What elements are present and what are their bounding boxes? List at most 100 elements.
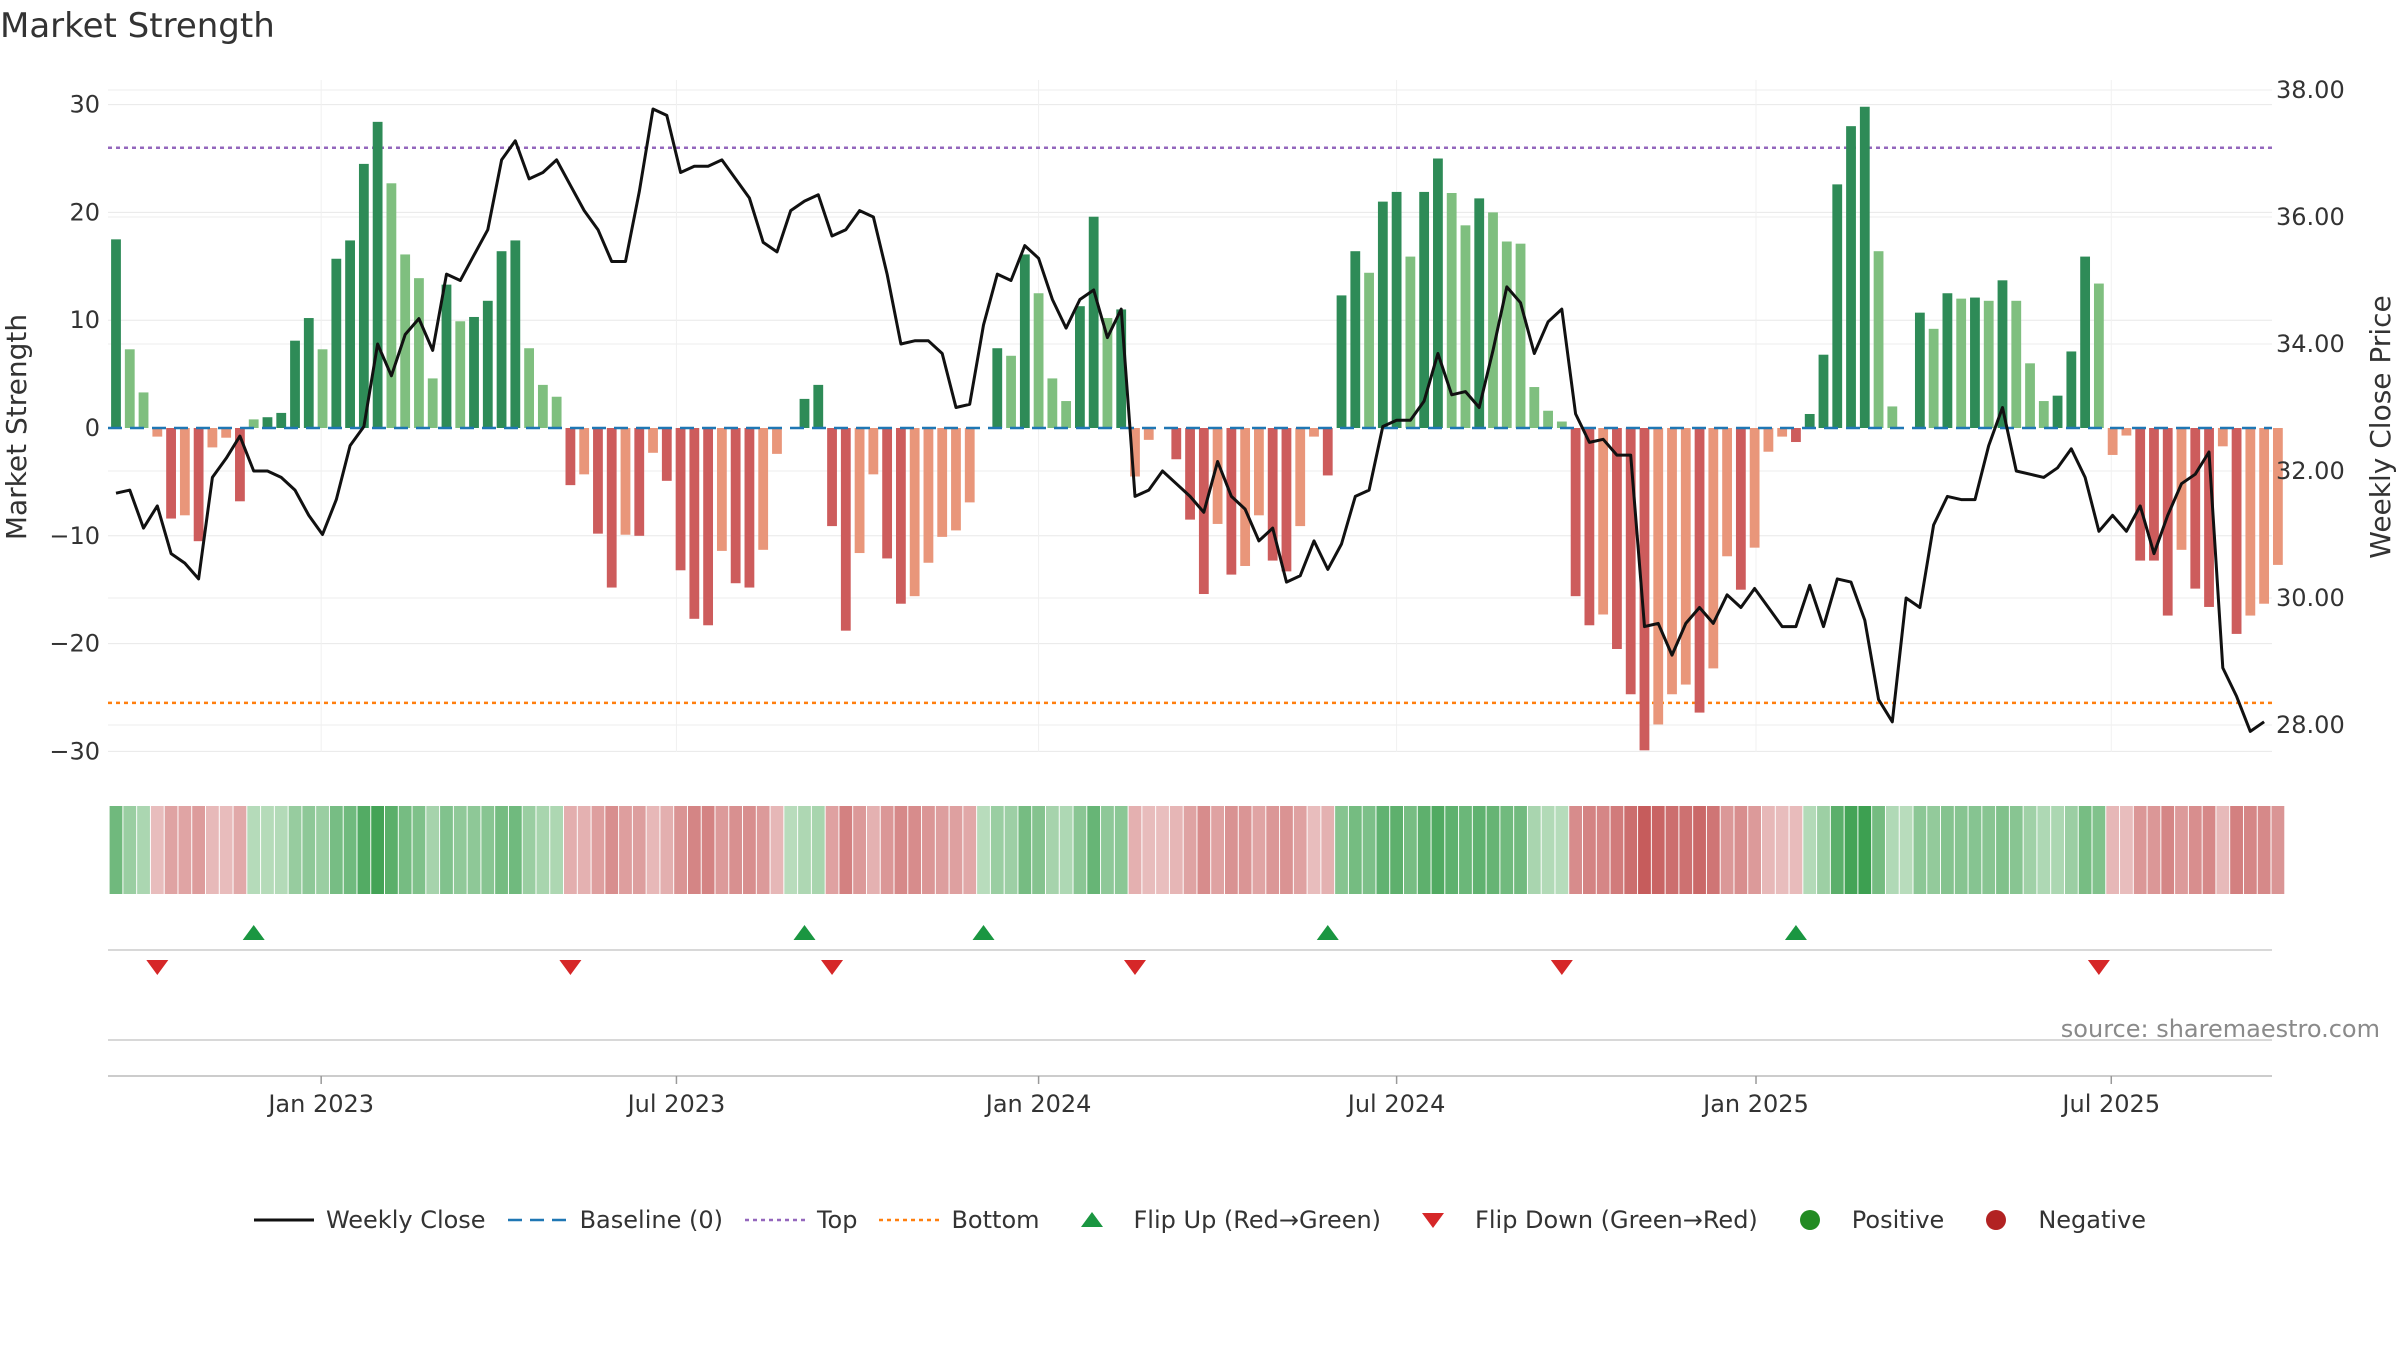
heat-cell	[1968, 806, 1982, 894]
strength-bar	[152, 428, 163, 437]
legend-label: Top	[816, 1206, 858, 1234]
heat-cell	[564, 806, 577, 894]
strength-bar	[414, 278, 424, 428]
legend-item-top[interactable]: Top	[744, 1206, 858, 1234]
strength-bar	[2011, 300, 2022, 428]
heat-cell	[109, 806, 123, 894]
strength-bar	[1804, 413, 1815, 428]
heat-cell	[646, 806, 660, 894]
strength-bar	[1556, 421, 1567, 428]
strength-bar	[799, 398, 810, 428]
strength-bar	[1364, 272, 1374, 428]
legend-item-baseline[interactable]: Baseline (0)	[507, 1206, 723, 1234]
legend-label: Bottom	[951, 1206, 1040, 1234]
strength-bar	[207, 428, 218, 448]
legend-item-bottom[interactable]: Bottom	[879, 1206, 1040, 1234]
strength-bar	[1708, 428, 1719, 669]
x-tick-label: Jan 2023	[266, 1090, 374, 1118]
heat-cell	[2175, 806, 2188, 894]
strength-bar	[1694, 428, 1705, 713]
strength-bar	[1240, 428, 1251, 566]
heat-cell	[2051, 806, 2064, 894]
heat-cell	[1803, 806, 1817, 894]
heat-cell	[274, 806, 288, 894]
y-axis-left-title: Market Strength	[0, 314, 33, 540]
heat-cell	[1817, 806, 1830, 894]
heat-cell	[329, 806, 343, 894]
heat-cell	[1459, 806, 1472, 894]
heat-cell	[1376, 806, 1390, 894]
heat-cell	[1004, 806, 1018, 894]
x-tick-label: Jul 2023	[626, 1090, 726, 1118]
flip-up-marker	[793, 925, 816, 940]
heat-cell	[1541, 806, 1555, 894]
strength-bar	[2052, 395, 2063, 428]
strength-bar	[496, 251, 507, 428]
x-axis: Jan 2023 Jul 2023 Jan 2024 Jul 2024 Jan 2025…	[108, 1075, 2272, 1118]
strength-bar	[1722, 428, 1732, 557]
heat-cell	[302, 806, 316, 894]
heat-cell	[687, 806, 701, 894]
strength-bar	[1818, 354, 1829, 428]
heat-cell	[192, 806, 206, 894]
heat-cell	[2092, 806, 2106, 894]
y-tick-left: −30	[49, 737, 100, 765]
strength-bar	[551, 396, 562, 428]
heat-cell	[1596, 806, 1610, 894]
strength-bar	[744, 428, 755, 588]
dotted-line-icon	[879, 1208, 940, 1232]
strength-bar	[2204, 428, 2214, 607]
x-tick-label: Jul 2024	[1346, 1090, 1446, 1118]
strength-bar	[565, 428, 576, 486]
heat-cell	[2064, 806, 2078, 894]
heat-cell	[1665, 806, 1679, 894]
heat-cell	[2023, 806, 2037, 894]
heat-cell	[1899, 806, 1913, 894]
heat-cell	[467, 806, 481, 894]
heat-cell	[1872, 806, 1885, 894]
heat-cell	[1087, 806, 1101, 894]
strength-bar	[703, 428, 714, 626]
strength-bar	[2245, 428, 2256, 616]
strength-bar	[964, 428, 975, 503]
flip-down-marker	[1123, 960, 1146, 975]
heat-cell	[1775, 806, 1789, 894]
heat-cell	[1156, 806, 1169, 894]
heat-cell	[343, 806, 357, 894]
legend-item-positive[interactable]: Positive	[1780, 1206, 1944, 1234]
strength-bar	[469, 316, 479, 428]
strength-bar	[1474, 198, 1485, 428]
triangle-down-icon	[1403, 1208, 1463, 1232]
legend-item-flip_down[interactable]: Flip Down (Green→Red)	[1403, 1206, 1758, 1234]
strength-bar	[524, 348, 534, 428]
strength-bar	[400, 254, 411, 428]
x-tick-label: Jan 2025	[1701, 1090, 1809, 1118]
strength-bar	[882, 428, 893, 559]
flip-down-marker	[2087, 960, 2110, 975]
legend-item-weekly_close[interactable]: Weekly Close	[253, 1206, 486, 1234]
heat-cell	[2257, 806, 2271, 894]
strength-bar	[579, 428, 590, 475]
strength-bar	[1488, 212, 1498, 428]
heat-cell	[1954, 806, 1968, 894]
strength-bar	[923, 428, 934, 563]
legend-item-flip_up[interactable]: Flip Up (Red→Green)	[1062, 1206, 1381, 1234]
heat-cell	[1941, 806, 1954, 894]
legend-item-negative[interactable]: Negative	[1966, 1206, 2146, 1234]
heat-cell	[1335, 806, 1348, 894]
heat-cell	[866, 806, 880, 894]
flip-down-marker	[559, 960, 582, 975]
strength-bar	[648, 428, 658, 453]
strength-bar	[1047, 378, 1058, 428]
strength-bar	[2149, 428, 2159, 561]
strength-bar	[1102, 318, 1113, 428]
strength-bar	[441, 284, 452, 428]
heat-cell	[743, 806, 756, 894]
strength-bar	[166, 428, 176, 519]
strength-bar	[510, 240, 521, 428]
heat-cell	[536, 806, 550, 894]
strength-bar	[758, 428, 769, 550]
y-tick-left: −10	[49, 522, 100, 550]
heat-cell	[137, 806, 150, 894]
legend-label: Negative	[2038, 1206, 2147, 1234]
